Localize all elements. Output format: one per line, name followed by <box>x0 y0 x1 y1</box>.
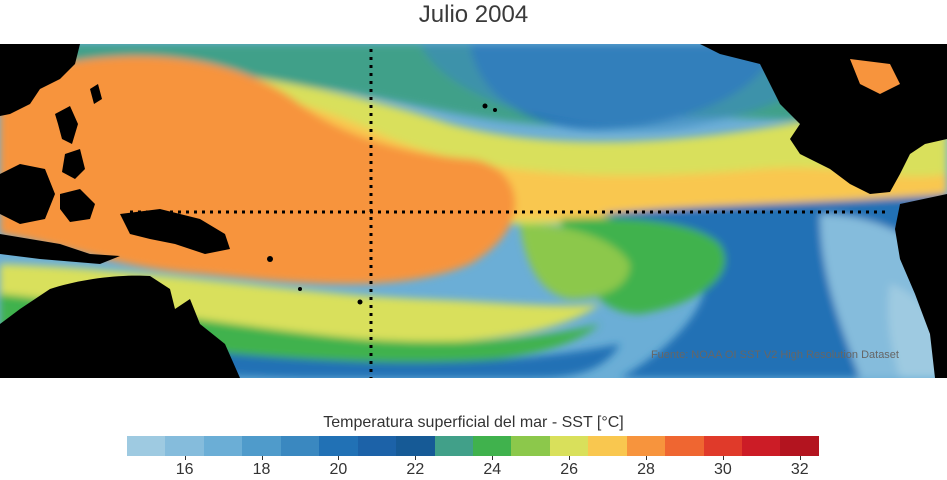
colorbar-cell <box>549 436 589 456</box>
colorbar-tick-label: 16 <box>175 461 194 478</box>
colorbar-cell <box>280 436 320 456</box>
colorbar-tick <box>184 456 186 460</box>
colorbar-cell <box>396 436 435 456</box>
colorbar-ticks: 16 18 20 22 24 26 28 30 32 <box>127 456 819 480</box>
colorbar-cell <box>742 436 781 456</box>
colorbar-cell <box>203 436 243 456</box>
land-masses <box>0 44 947 378</box>
colorbar <box>127 436 819 456</box>
colorbar-tick-label: 24 <box>483 461 502 478</box>
colorbar-cell <box>588 436 627 456</box>
colorbar-tick <box>569 456 571 460</box>
colorbar-cell <box>626 436 666 456</box>
colorbar-label: Temperatura superficial del mar - SST [°… <box>323 414 624 431</box>
colorbar-cell <box>472 436 512 456</box>
colorbar-tick <box>338 456 340 460</box>
colorbar-cell <box>703 436 742 456</box>
colorbar-cell <box>242 436 281 456</box>
data-source-note: Fuente: NOAA OI SST V2 High Resolution D… <box>650 349 899 361</box>
colorbar-cell <box>511 436 550 456</box>
colorbar-tick <box>415 456 417 460</box>
colorbar-cell <box>434 436 473 456</box>
colorbar-tick <box>646 456 647 460</box>
colorbar-cell <box>665 436 704 456</box>
colorbar-tick-label: 26 <box>560 461 578 478</box>
colorbar-tick-label: 18 <box>252 461 271 478</box>
colorbar-cell <box>319 436 358 456</box>
sst-map <box>0 44 947 378</box>
colorbar-cell <box>127 436 166 456</box>
colorbar-tick-label: 20 <box>329 461 348 478</box>
colorbar-tick <box>799 456 801 460</box>
colorbar-tick <box>492 456 494 460</box>
colorbar-tick <box>722 456 724 460</box>
colorbar-cell <box>357 436 397 456</box>
colorbar-tick-label: 30 <box>713 461 732 478</box>
colorbar-tick-label: 22 <box>406 461 425 478</box>
colorbar-tick-label: 28 <box>637 461 655 478</box>
colorbar-cell <box>780 436 819 456</box>
colorbar-tick <box>261 456 263 460</box>
map-title: Julio 2004 <box>418 1 529 28</box>
colorbar-cell <box>165 436 204 456</box>
colorbar-tick-label: 32 <box>790 461 809 478</box>
